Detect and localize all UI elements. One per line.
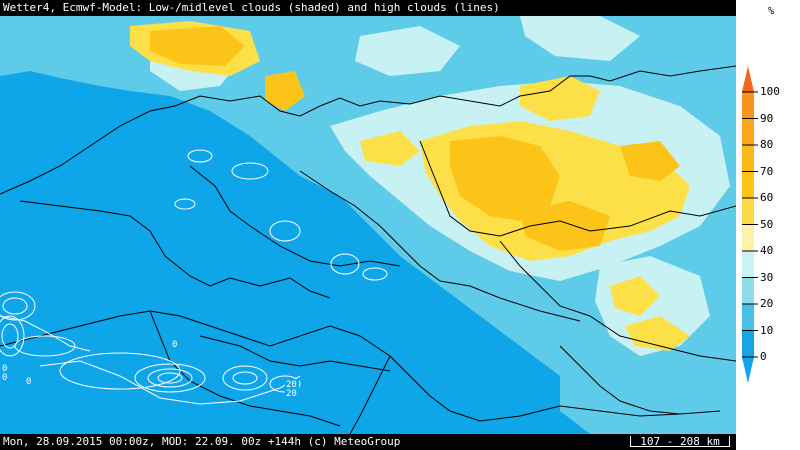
medium-cloud-area	[625, 316, 690, 351]
legend-swatch	[742, 145, 754, 172]
chart-title: Wetter4, Ecmwf-Model: Low-/midlevel clou…	[0, 0, 736, 16]
legend-tick-label: 10	[760, 323, 774, 337]
footer-info: Mon, 28.09.2015 00:00z, MOD: 22.09. 00z …	[3, 435, 401, 448]
scale-bar	[630, 436, 730, 447]
cloud-map-svg: 0 0 0 0 20 20	[0, 16, 736, 434]
country-borders	[0, 65, 736, 434]
legend-swatch	[742, 92, 754, 119]
border-east	[499, 240, 736, 362]
contour-label: 0	[172, 340, 177, 350]
legend-tick-label: 100	[760, 85, 780, 98]
legend-swatch	[742, 304, 754, 331]
legend-swatch	[742, 224, 754, 251]
footer-bar: Mon, 28.09.2015 00:00z, MOD: 22.09. 00z …	[0, 434, 736, 450]
scale-label: 107 - 208 km	[640, 435, 720, 448]
legend-swatch	[742, 118, 754, 145]
dense-cloud-area	[450, 136, 560, 221]
border-west	[19, 200, 331, 299]
legend-colorbar	[742, 66, 758, 383]
legend-tick-label: 90	[760, 111, 774, 125]
contour-label-group: 0 0 0 0 20 20	[0, 339, 299, 399]
dense-cloud-area	[150, 26, 245, 66]
border-south	[349, 355, 391, 434]
legend-tick-label: 70	[760, 164, 774, 178]
medium-cloud-area	[610, 276, 660, 316]
legend-tick-label: 20	[760, 297, 774, 310]
legend-tick-label: 50	[760, 217, 774, 231]
border-south	[0, 310, 721, 422]
medium-cloud-area	[520, 76, 600, 121]
dense-cloud-area	[620, 141, 680, 181]
border-south	[149, 310, 341, 427]
legend-swatch	[742, 277, 754, 304]
legend-tick-label: 0	[760, 350, 767, 363]
legend-tick-label: 80	[760, 138, 774, 151]
cloud-map: 0 0 0 0 20 20	[0, 16, 736, 434]
border-central	[299, 170, 581, 322]
legend-swatch	[742, 198, 754, 225]
dense-cloud-area	[520, 201, 610, 251]
legend-tick-label: 30	[760, 270, 774, 284]
border-central	[189, 165, 401, 267]
legend-tick-label: 40	[760, 244, 774, 257]
legend-bottom-arrow	[742, 357, 754, 383]
contour-label: 0	[2, 373, 7, 383]
pale-cloud-area	[355, 26, 460, 76]
high-cloud-contours	[0, 149, 388, 405]
border-east	[419, 140, 736, 237]
border-south	[559, 345, 681, 415]
contour-label: 20	[286, 389, 297, 399]
contour-label: 0	[2, 364, 7, 374]
contour-label: 0	[26, 377, 31, 387]
color-legend: % 100 90 80 70 60 50 40 30 20 10 0	[736, 0, 800, 450]
legend-swatch	[742, 251, 754, 278]
legend-swatch	[742, 330, 754, 357]
coastline-north	[0, 65, 736, 195]
border-alps	[199, 335, 391, 372]
dense-cloud-area	[265, 71, 305, 111]
pale-cloud-area	[520, 16, 640, 61]
medium-cloud-area	[360, 131, 420, 166]
legend-swatch	[742, 171, 754, 198]
legend-tick-label: 60	[760, 191, 774, 204]
contour-label: 20	[286, 380, 297, 390]
legend-unit: %	[768, 6, 775, 17]
legend-top-arrow	[742, 66, 754, 92]
